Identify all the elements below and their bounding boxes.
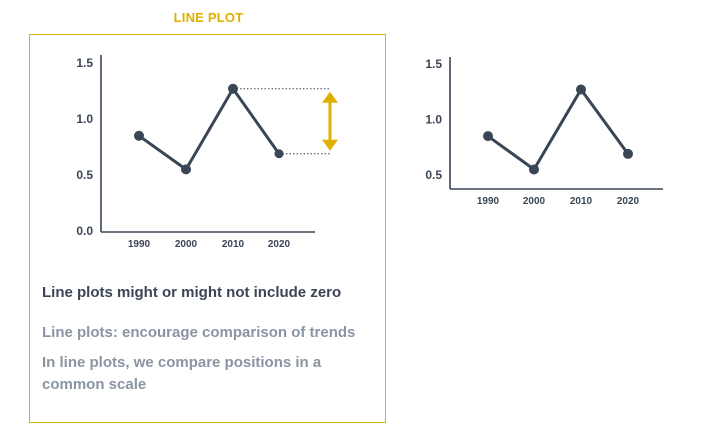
zero-note: Line plots might or might not include ze…	[42, 284, 342, 301]
y-tick-label: 0.5	[425, 168, 442, 182]
y-tick-label: 0.5	[76, 168, 93, 182]
common-scale-note: In line plots, we compare positions in a…	[42, 354, 322, 393]
x-tick-label: 2010	[570, 196, 593, 207]
x-tick-label: 2020	[268, 239, 291, 250]
section-title: LINE PLOT	[173, 10, 244, 25]
y-tick-label: 1.5	[425, 57, 442, 71]
x-tick-label: 2010	[222, 239, 245, 250]
x-tick-label: 1990	[477, 196, 500, 207]
difference-arrow-head-up	[322, 91, 338, 103]
y-tick-label: 1.0	[425, 113, 442, 127]
y-tick-label: 0.0	[76, 224, 93, 238]
data-point	[134, 130, 144, 141]
data-point	[623, 148, 633, 159]
x-tick-label: 2000	[523, 196, 546, 207]
y-tick-label: 1.0	[76, 112, 93, 126]
data-point	[274, 149, 284, 159]
trend-comparison-note: Line plots: encourage comparison of tren…	[42, 324, 356, 341]
data-point	[483, 131, 493, 142]
data-point	[576, 84, 586, 95]
data-point	[228, 83, 238, 94]
x-tick-label: 2000	[175, 239, 198, 250]
series-line	[138, 87, 281, 171]
line-plot-card	[29, 34, 386, 423]
x-tick-label: 1990	[128, 239, 151, 250]
y-tick-label: 1.5	[76, 56, 93, 70]
difference-arrow-head-down	[322, 139, 338, 151]
data-point	[181, 164, 191, 175]
x-tick-label: 2020	[617, 196, 640, 207]
series-line	[487, 88, 630, 171]
data-point	[529, 164, 539, 175]
